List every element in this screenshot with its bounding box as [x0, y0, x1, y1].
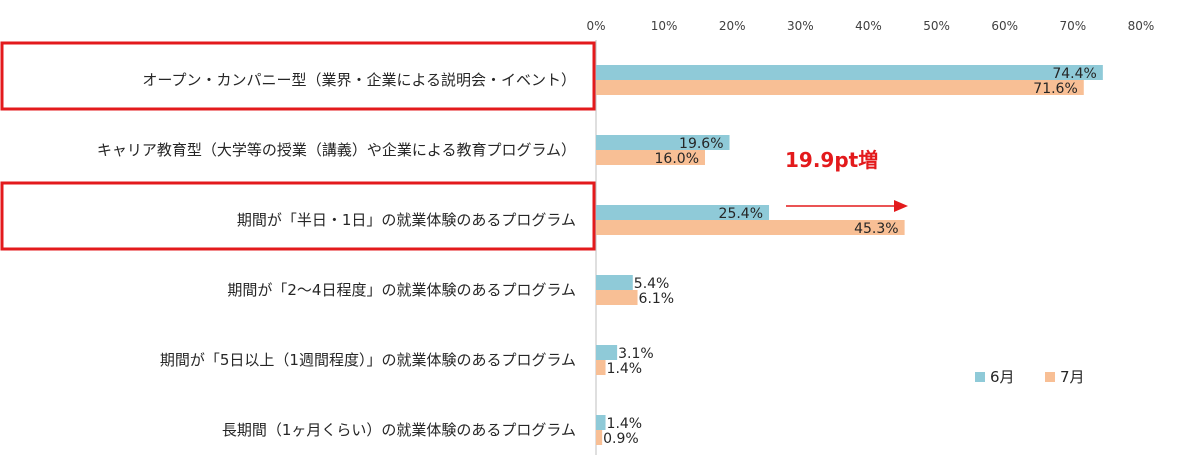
x-tick-label: 40% — [855, 19, 882, 33]
category-label: 期間が「5日以上（1週間程度）」の就業体験のあるプログラム — [160, 351, 576, 369]
legend-swatch-july — [1045, 372, 1055, 382]
x-tick-label: 70% — [1060, 19, 1087, 33]
category-label: キャリア教育型（大学等の授業（講義）や企業による教育プログラム） — [97, 141, 576, 159]
x-tick-label: 50% — [923, 19, 950, 33]
bar-july — [596, 150, 705, 165]
bar-june — [596, 415, 606, 430]
category-label: 期間が「2～4日程度」の就業体験のあるプログラム — [227, 281, 576, 299]
data-label-july: 45.3% — [854, 221, 898, 237]
highlight-box — [0, 181, 596, 251]
data-label-july: 16.0% — [655, 151, 699, 167]
bar-june — [596, 275, 633, 290]
data-label-july: 1.4% — [607, 361, 643, 377]
data-label-june: 19.6% — [679, 136, 723, 152]
x-tick-label: 10% — [651, 19, 678, 33]
bar-june — [596, 65, 1103, 80]
bar-july — [596, 80, 1084, 95]
x-tick-label: 20% — [719, 19, 746, 33]
legend-label-july: 7月 — [1060, 368, 1085, 386]
bar-july — [596, 430, 603, 445]
legend-label-june: 6月 — [990, 368, 1015, 386]
x-tick-label: 30% — [787, 19, 814, 33]
data-label-june: 1.4% — [607, 416, 643, 432]
bar-june — [596, 135, 730, 150]
data-label-june: 25.4% — [719, 206, 763, 222]
annotation-label: 19.9pt増 — [785, 148, 878, 172]
category-label: 期間が「半日・1日」の就業体験のあるプログラム — [237, 211, 576, 229]
data-label-july: 71.6% — [1033, 81, 1077, 97]
data-label-july: 6.1% — [639, 291, 675, 307]
x-tick-label: 80% — [1128, 19, 1155, 33]
category-label: オープン・カンパニー型（業界・企業による説明会・イベント） — [142, 71, 576, 89]
data-label-june: 3.1% — [618, 346, 654, 362]
legend-swatch-june — [975, 372, 985, 382]
data-label-june: 5.4% — [634, 276, 670, 292]
x-tick-label: 0% — [586, 19, 605, 33]
bar-june — [596, 345, 618, 360]
bar-july — [596, 360, 606, 375]
bar-july — [596, 220, 905, 235]
data-label-july: 0.9% — [603, 431, 639, 447]
bar-june — [596, 205, 770, 220]
bar-july — [596, 290, 638, 305]
highlight-box — [0, 41, 596, 111]
annotation-arrow-head — [894, 200, 908, 212]
data-label-june: 74.4% — [1052, 66, 1096, 82]
category-label: 長期間（1ヶ月くらい）の就業体験のあるプログラム — [222, 421, 576, 439]
x-tick-label: 60% — [991, 19, 1018, 33]
